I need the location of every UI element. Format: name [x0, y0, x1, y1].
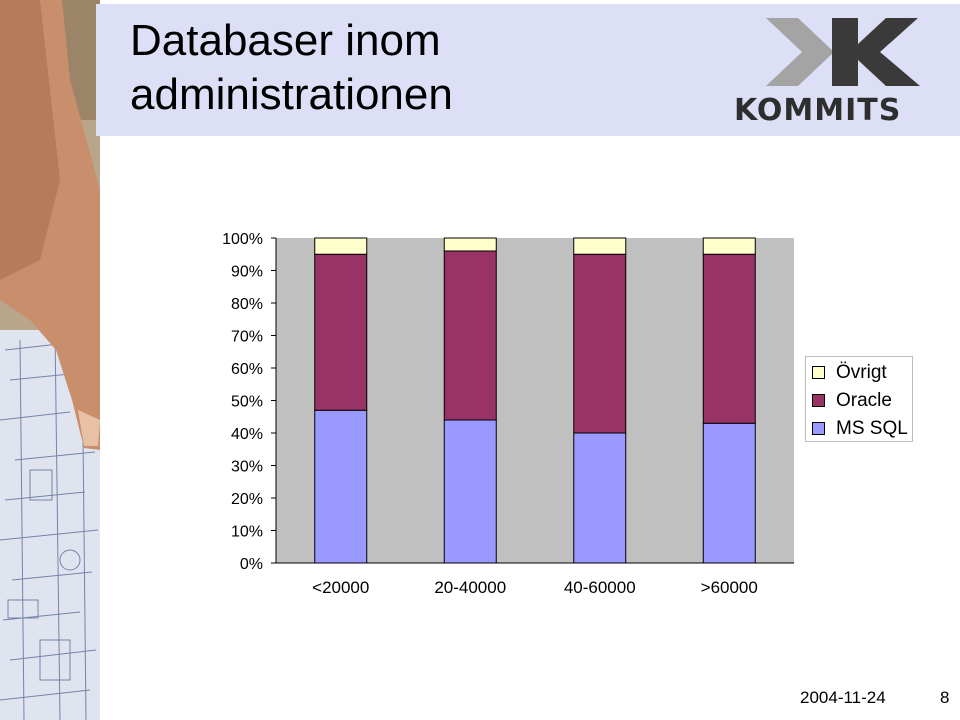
legend-label-ovrigt: Övrigt [836, 362, 887, 383]
x-axis-labels: <20000 20-40000 40-60000 >60000 [312, 578, 758, 597]
bar-segment-ms-sql-3 [702, 422, 756, 564]
bar-segment--vrigt-0 [314, 237, 368, 255]
legend-label-ms-sql: MS SQL [836, 418, 908, 439]
kommits-logo: KOMMITS [726, 14, 952, 128]
legend-label-oracle: Oracle [836, 390, 892, 411]
y-tick-label: 0% [240, 556, 263, 573]
y-axis-ticks: 0% 10% 20% 30% 40% 50% 60% 70% 80% 90% 100% [222, 231, 276, 573]
svg-text:KOMMITS: KOMMITS [734, 93, 901, 124]
bar-segment-oracle-2 [573, 253, 627, 434]
legend-item-ovrigt: Övrigt [812, 361, 912, 385]
kommits-logo-icon: KOMMITS [734, 18, 920, 128]
x-category-label: >60000 [701, 578, 758, 597]
bar-segment--vrigt-1 [443, 237, 497, 252]
y-tick-label: 50% [231, 394, 263, 411]
bar-segment-ms-sql-1 [443, 419, 497, 564]
legend-swatch-ms-sql [812, 422, 825, 435]
chart-legend: Övrigt Oracle MS SQL [805, 356, 913, 442]
y-tick-label: 70% [231, 329, 263, 346]
y-tick-label: 100% [222, 231, 263, 248]
bar-segment-oracle-0 [314, 253, 368, 411]
slide-title-line-1: Databaser inom [130, 16, 441, 65]
y-tick-label: 60% [231, 361, 263, 378]
stacked-percent-bar-chart: 0% 10% 20% 30% 40% 50% 60% 70% 80% 90% 100% <20000… [222, 231, 794, 597]
y-tick-label: 20% [231, 491, 263, 508]
bar-series [314, 237, 756, 564]
hand-blueprint-image [0, 0, 100, 720]
x-category-label: 20-40000 [434, 578, 506, 597]
bar-segment--vrigt-3 [702, 237, 756, 255]
y-tick-label: 80% [231, 296, 263, 313]
y-tick-label: 90% [231, 264, 263, 281]
slide-title-line-2: administrationen [130, 70, 453, 119]
bar-segment-ms-sql-0 [314, 409, 368, 564]
bar-segment-oracle-3 [702, 253, 756, 424]
legend-item-ms-sql: MS SQL [812, 417, 912, 441]
bar-segment-ms-sql-2 [573, 432, 627, 564]
footer-page-number: 8 [940, 688, 950, 707]
slide-title: Databaser inom administrationen [130, 14, 690, 122]
legend-swatch-oracle [812, 394, 825, 407]
footer-date: 2004-11-24 [800, 688, 886, 707]
legend-item-oracle: Oracle [812, 389, 912, 413]
y-tick-label: 40% [231, 426, 263, 443]
x-category-label: 40-60000 [564, 578, 636, 597]
y-tick-label: 10% [231, 524, 263, 541]
bar-segment-oracle-1 [443, 250, 497, 421]
x-category-label: <20000 [312, 578, 369, 597]
title-band [96, 4, 960, 136]
bar-segment--vrigt-2 [573, 237, 627, 255]
decorative-photo [0, 0, 100, 720]
y-tick-label: 30% [231, 459, 263, 476]
legend-swatch-ovrigt [812, 366, 825, 379]
